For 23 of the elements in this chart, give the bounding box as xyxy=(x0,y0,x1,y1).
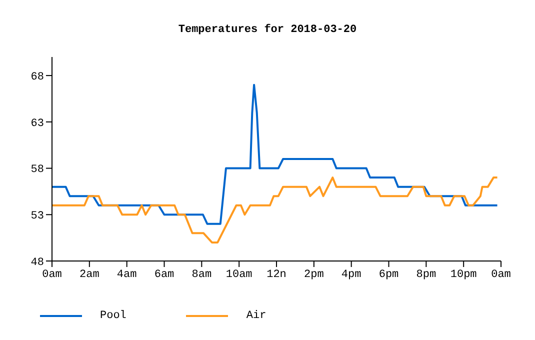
y-tick-label: 48 xyxy=(30,256,44,269)
x-tick-label: 8pm xyxy=(416,268,436,281)
x-tick-label: 4pm xyxy=(341,268,362,281)
line-series xyxy=(52,84,498,225)
y-tick-label: 63 xyxy=(30,118,44,130)
x-tick-label: 0am xyxy=(491,268,512,281)
line-series xyxy=(52,176,498,244)
chart-title: Temperatures for 2018-03-20 xyxy=(177,24,358,36)
legend-label: Air xyxy=(246,310,266,322)
y-tick-label: 68 xyxy=(30,71,44,84)
x-tick-label: 0am xyxy=(42,268,62,281)
x-tick-label: 10am xyxy=(226,268,253,281)
x-tick-label: 10pm xyxy=(450,268,478,281)
x-tick-label: 2pm xyxy=(304,268,324,281)
x-tick-label: 6pm xyxy=(378,268,400,281)
y-tick-label: 53 xyxy=(30,210,44,223)
legend-label: Pool xyxy=(100,310,126,322)
x-tick-label: 6am xyxy=(154,268,175,281)
x-tick-label: 4am xyxy=(116,268,138,281)
x-tick-label: 12n xyxy=(266,268,286,281)
x-tick-label: 8am xyxy=(192,268,212,281)
x-tick-label: 2am xyxy=(80,268,100,281)
y-tick-label: 58 xyxy=(30,164,44,176)
